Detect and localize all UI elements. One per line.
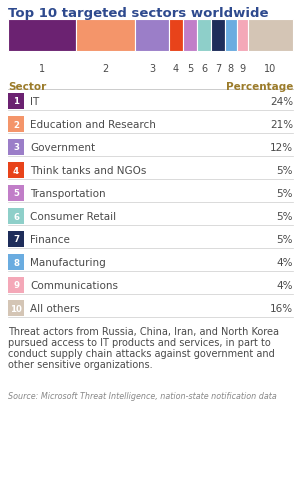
Text: Transportation: Transportation [30, 188, 106, 198]
Bar [169, 20, 183, 52]
Text: 4: 4 [13, 166, 19, 175]
Bar [8, 186, 24, 201]
Text: Government: Government [30, 143, 95, 153]
Bar [211, 20, 225, 52]
Text: Threat actors from Russia, China, Iran, and North Korea: Threat actors from Russia, China, Iran, … [8, 326, 279, 336]
Text: 21%: 21% [270, 120, 293, 130]
Text: 3: 3 [13, 143, 19, 152]
Text: All others: All others [30, 304, 80, 313]
Text: Top 10 targeted sectors worldwide: Top 10 targeted sectors worldwide [8, 7, 268, 20]
Text: 3: 3 [149, 64, 155, 74]
Text: Percentage: Percentage [226, 82, 293, 92]
Bar [8, 163, 24, 179]
Text: Education and Research: Education and Research [30, 120, 156, 130]
Bar [183, 20, 197, 52]
Text: 1: 1 [39, 64, 45, 74]
Text: 7: 7 [215, 64, 221, 74]
Text: 1: 1 [13, 97, 19, 106]
Text: Communications: Communications [30, 281, 118, 291]
Bar [237, 20, 248, 52]
Text: 8: 8 [228, 64, 234, 74]
Text: 7: 7 [13, 235, 19, 244]
Bar [8, 140, 24, 156]
Text: 5%: 5% [277, 211, 293, 221]
Text: 4%: 4% [277, 281, 293, 291]
Bar [225, 20, 237, 52]
Text: 9: 9 [239, 64, 245, 74]
Bar [248, 20, 293, 52]
Text: 12%: 12% [270, 143, 293, 153]
Text: Source: Microsoft Threat Intelligence, nation-state notification data: Source: Microsoft Threat Intelligence, n… [8, 391, 277, 400]
Bar [197, 20, 211, 52]
Bar [8, 301, 24, 316]
Text: conduct supply chain attacks against government and: conduct supply chain attacks against gov… [8, 348, 275, 358]
Text: Sector: Sector [8, 82, 46, 92]
Text: IT: IT [30, 97, 39, 107]
Text: 5%: 5% [277, 234, 293, 244]
Bar [8, 208, 24, 224]
Text: 5: 5 [13, 189, 19, 198]
Text: 9: 9 [13, 281, 19, 290]
Text: Consumer Retail: Consumer Retail [30, 211, 116, 221]
Bar [8, 231, 24, 247]
Text: 10: 10 [10, 304, 22, 313]
Text: 6: 6 [13, 212, 19, 221]
Bar [8, 20, 76, 52]
Text: 5%: 5% [277, 166, 293, 176]
Text: 5: 5 [187, 64, 193, 74]
Bar [76, 20, 135, 52]
Text: 2: 2 [13, 120, 19, 129]
Text: 8: 8 [13, 258, 19, 267]
Text: 10: 10 [264, 64, 277, 74]
Text: 16%: 16% [270, 304, 293, 313]
Bar [8, 255, 24, 271]
Text: pursued access to IT products and services, in part to: pursued access to IT products and servic… [8, 337, 271, 347]
Text: 4%: 4% [277, 258, 293, 268]
Text: 2: 2 [102, 64, 108, 74]
Text: 5%: 5% [277, 188, 293, 198]
Text: Manufacturing: Manufacturing [30, 258, 106, 268]
Bar [8, 278, 24, 294]
Text: Finance: Finance [30, 234, 70, 244]
Bar [8, 117, 24, 133]
Text: 6: 6 [201, 64, 207, 74]
Bar [8, 94, 24, 110]
Text: 4: 4 [173, 64, 179, 74]
Text: 24%: 24% [270, 97, 293, 107]
Bar [135, 20, 169, 52]
Text: Think tanks and NGOs: Think tanks and NGOs [30, 166, 146, 176]
Text: other sensitive organizations.: other sensitive organizations. [8, 359, 153, 369]
